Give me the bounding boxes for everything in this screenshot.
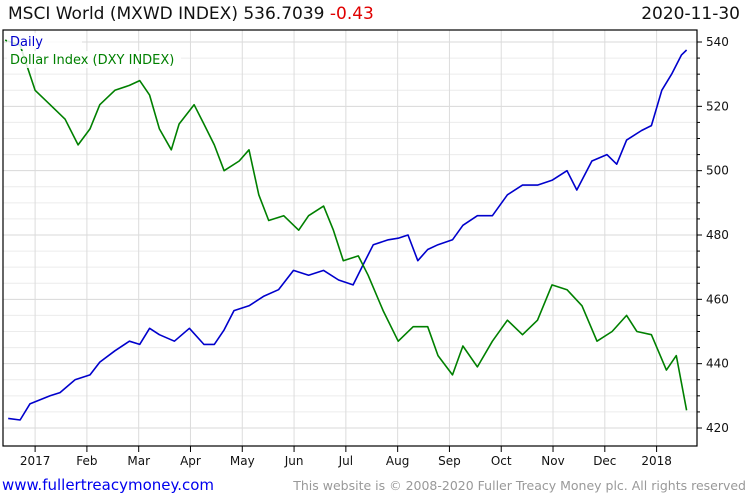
- legend-bg: [7, 51, 181, 68]
- y-tick-label: 520: [706, 99, 729, 113]
- dollar-index-line: [4, 39, 688, 411]
- x-tick-label: Oct: [491, 454, 512, 468]
- x-tick-label: 2017: [20, 454, 51, 468]
- x-tick-label: Apr: [180, 454, 201, 468]
- website-link[interactable]: www.fullertreacymoney.com: [2, 476, 215, 494]
- y-tick-label: 500: [706, 164, 729, 178]
- y-tick-label: 480: [706, 228, 729, 242]
- x-tick-label: Jul: [338, 454, 353, 468]
- plot-frame: [2, 29, 698, 447]
- change-value: -0.43: [329, 4, 374, 24]
- x-tick-label: Aug: [386, 454, 409, 468]
- x-tick-label: May: [230, 454, 255, 468]
- copyright-text: This website is © 2008-2020 Fuller Treac…: [293, 478, 746, 493]
- x-tick-label: Dec: [593, 454, 616, 468]
- y-tick-label: 420: [706, 421, 729, 435]
- legend-dollar-index: Dollar Index (DXY INDEX): [10, 53, 174, 68]
- y-tick-label: 460: [706, 292, 729, 306]
- chart-date: 2020-11-30: [641, 4, 740, 24]
- msci-world-line: [8, 49, 688, 421]
- chart-title: MSCI World (MXWD INDEX) 536.7039 -0.43: [8, 4, 374, 24]
- y-tick-label: 440: [706, 357, 729, 371]
- y-tick-label: 540: [706, 35, 729, 49]
- x-tick-label: Sep: [438, 454, 461, 468]
- legend-daily: Daily: [10, 35, 43, 50]
- x-tick-label: 2018: [641, 454, 672, 468]
- x-tick-label: Mar: [127, 454, 150, 468]
- x-tick-label: Nov: [541, 454, 564, 468]
- x-tick-label: Jun: [284, 454, 304, 468]
- legend-bg: [7, 33, 82, 49]
- x-tick-label: Feb: [76, 454, 97, 468]
- title-text: MSCI World (MXWD INDEX) 536.7039: [8, 4, 325, 24]
